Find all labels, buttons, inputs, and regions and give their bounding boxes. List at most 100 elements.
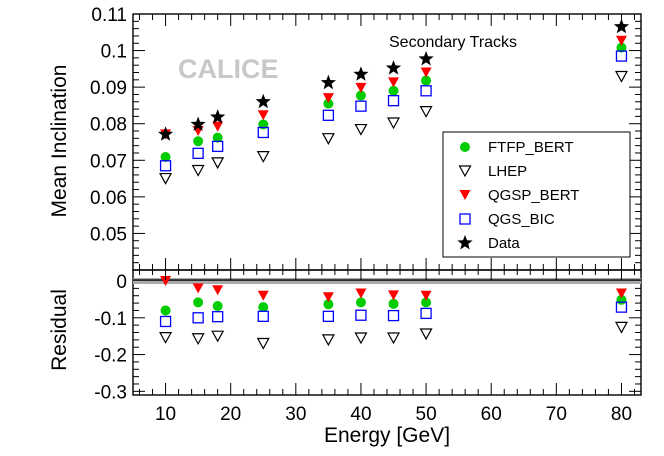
residual-point-qgs-bic bbox=[387, 309, 400, 322]
point-qgsp-bert bbox=[420, 67, 432, 78]
point-ftfp-bert bbox=[421, 75, 432, 86]
residual-frame bbox=[132, 269, 642, 396]
point-data bbox=[157, 126, 174, 141]
legend-marker-ftfp-bert bbox=[460, 142, 470, 152]
legend-marker-qgsp-bert bbox=[459, 190, 471, 200]
main-y-tick-label: 0.09 bbox=[90, 78, 127, 99]
x-tick-label: 20 bbox=[220, 404, 241, 425]
x-axis-label: Energy [GeV] bbox=[324, 424, 450, 447]
main-y-tick-label: 0.1 bbox=[101, 42, 127, 63]
point-qgsp-bert bbox=[388, 77, 400, 88]
point-qgs-bic bbox=[192, 147, 204, 159]
point-ftfp-bert bbox=[193, 136, 204, 147]
residual-point-lhep bbox=[614, 321, 628, 334]
residual-point-ftfp-bert bbox=[160, 305, 171, 316]
point-lhep bbox=[256, 151, 270, 163]
residual-point-qgsp-bert bbox=[257, 290, 269, 301]
residual-point-qgs-bic bbox=[212, 311, 224, 323]
point-ftfp-bert bbox=[160, 151, 171, 162]
residual-point-lhep bbox=[386, 332, 401, 345]
residual-panel: 0 -0.1 -0.2 -0.3 bbox=[94, 269, 642, 403]
point-qgsp-bert bbox=[355, 82, 367, 93]
main-y-tick-label: 0.11 bbox=[91, 5, 127, 26]
point-lhep bbox=[386, 117, 401, 130]
point-qgs-bic bbox=[322, 109, 335, 121]
point-qgs-bic bbox=[212, 140, 224, 153]
main-y-tick-label: 0.08 bbox=[90, 115, 127, 136]
x-tick-label: 10 bbox=[155, 404, 176, 425]
residual-point-ftfp-bert bbox=[212, 301, 223, 312]
residual-point-qgsp-bert bbox=[212, 285, 224, 296]
point-lhep bbox=[354, 123, 368, 136]
legend-box bbox=[442, 131, 631, 258]
x-tick-label: 60 bbox=[481, 404, 502, 425]
x-tick-label: 40 bbox=[350, 404, 371, 425]
legend-label-lhep: LHEP bbox=[488, 163, 527, 180]
annotation-secondary-tracks: Secondary Tracks bbox=[389, 34, 517, 51]
residual-point-lhep bbox=[211, 330, 225, 343]
point-qgs-bic bbox=[257, 126, 269, 139]
residual-point-lhep bbox=[191, 333, 205, 345]
point-data bbox=[418, 50, 434, 66]
point-data bbox=[613, 18, 630, 34]
residual-y-tick-label: -0.3 bbox=[94, 382, 127, 403]
residual-point-qgsp-bert bbox=[420, 290, 432, 301]
x-tick-label: 50 bbox=[416, 404, 437, 425]
residual-point-qgs-bic bbox=[257, 310, 269, 322]
point-ftfp-bert bbox=[355, 90, 366, 101]
legend-label-ftfp-bert: FTFP_BERT bbox=[488, 139, 574, 156]
legend-marker-lhep bbox=[458, 165, 472, 178]
residual-point-ftfp-bert bbox=[421, 297, 432, 308]
residual-point-qgs-bic bbox=[355, 309, 367, 321]
residual-point-ftfp-bert bbox=[388, 298, 399, 309]
point-qgsp-bert bbox=[257, 110, 269, 121]
residual-point-qgs-bic bbox=[159, 315, 172, 328]
main-panel: 0.05 0.06 0.07 0.08 0.09 0.1 0.11 bbox=[90, 5, 642, 271]
residual-point-lhep bbox=[321, 334, 335, 347]
residual-point-qgs-bic bbox=[322, 310, 335, 322]
legend: FTFP_BERT LHEP QGSP_BERT QGS_BIC Data bbox=[442, 131, 631, 258]
legend-marker-qgs-bic bbox=[459, 213, 471, 225]
watermark-text: CALICE bbox=[178, 54, 279, 84]
point-data bbox=[385, 60, 402, 75]
legend-label-data: Data bbox=[488, 235, 520, 252]
residual-point-qgsp-bert bbox=[615, 288, 627, 299]
residual-y-tick-label: -0.2 bbox=[94, 346, 127, 367]
residual-point-qgsp-bert bbox=[192, 283, 204, 294]
point-lhep bbox=[614, 70, 628, 83]
residual-point-lhep bbox=[159, 332, 173, 344]
residual-point-qgs-bic bbox=[192, 312, 204, 324]
point-data bbox=[255, 93, 271, 109]
residual-point-qgs-bic bbox=[615, 301, 628, 313]
residual-y-axis-label: Residual bbox=[48, 289, 71, 371]
residual-point-qgsp-bert bbox=[388, 290, 400, 301]
point-qgs-bic bbox=[615, 50, 628, 62]
residual-point-ftfp-bert bbox=[323, 299, 334, 310]
residual-point-lhep bbox=[256, 337, 270, 350]
point-lhep bbox=[211, 157, 225, 170]
point-data bbox=[190, 116, 206, 131]
point-data bbox=[210, 109, 226, 124]
residual-y-tick-label: -0.1 bbox=[94, 309, 127, 330]
residual-point-qgsp-bert bbox=[355, 288, 367, 299]
point-qgs-bic bbox=[387, 95, 400, 107]
residual-point-qgs-bic bbox=[420, 307, 432, 320]
point-ftfp-bert bbox=[323, 98, 334, 109]
point-ftfp-bert bbox=[388, 85, 399, 96]
residual-point-ftfp-bert bbox=[355, 297, 366, 308]
point-lhep bbox=[321, 133, 335, 145]
legend-marker-data bbox=[457, 235, 473, 250]
residual-point-lhep bbox=[419, 328, 433, 341]
point-lhep bbox=[159, 172, 173, 185]
main-y-axis-label: Mean Inclination bbox=[48, 65, 71, 218]
residual-point-qgsp-bert bbox=[160, 276, 172, 287]
main-y-tick-label: 0.05 bbox=[90, 224, 127, 245]
point-qgsp-bert bbox=[615, 35, 627, 46]
x-tick-label: 80 bbox=[611, 404, 632, 425]
residual-point-qgsp-bert bbox=[322, 292, 334, 303]
residual-point-lhep bbox=[354, 332, 368, 345]
legend-label-qgs-bic: QGS_BIC bbox=[488, 211, 555, 228]
residual-point-ftfp-bert bbox=[258, 302, 269, 313]
point-qgsp-bert bbox=[322, 93, 334, 104]
